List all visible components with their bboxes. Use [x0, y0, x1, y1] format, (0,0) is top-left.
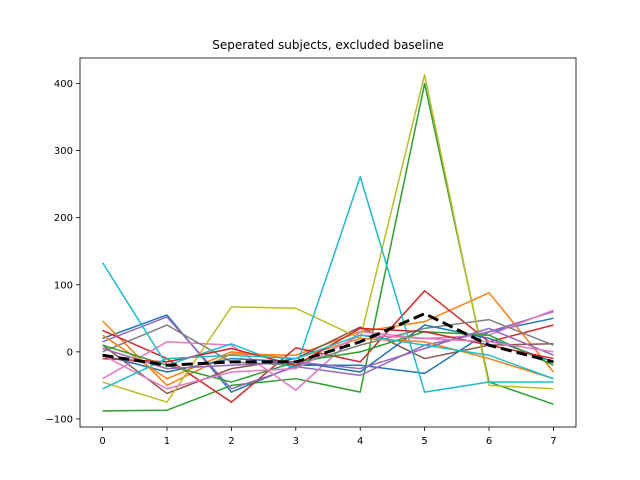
series-line-8 [102, 318, 554, 367]
x-tick-label: 5 [421, 436, 427, 447]
series-line-12 [102, 334, 554, 380]
series-line-10 [101, 176, 554, 393]
series-line-mean [102, 312, 554, 367]
chart-title: Seperated subjects, excluded baseline [212, 38, 443, 52]
plot-area [79, 57, 577, 428]
series-line-17 [102, 334, 554, 390]
x-tick-label: 7 [550, 436, 556, 447]
y-tick-label: 400 [54, 79, 73, 90]
x-tick-label: 2 [228, 436, 234, 447]
y-tick-label: 100 [54, 280, 73, 291]
x-tick-label: 4 [357, 436, 363, 447]
x-axis: 0 1 2 3 4 5 6 7 [99, 427, 557, 447]
series-line-11 [102, 324, 554, 373]
series-line-15 [102, 327, 554, 370]
x-tick-label: 3 [293, 436, 299, 447]
x-tick-label: 6 [486, 436, 492, 447]
y-tick-label: 0 [67, 347, 73, 358]
x-tick-label: 1 [164, 436, 170, 447]
y-axis: −100 0 100 200 300 400 [46, 79, 80, 425]
y-tick-label: 200 [54, 213, 73, 224]
series-line-6 [102, 326, 554, 395]
y-tick-label: 300 [54, 146, 73, 157]
axes-frame [79, 57, 577, 428]
y-tick-label: −100 [46, 414, 73, 425]
x-tick-label: 0 [99, 436, 105, 447]
